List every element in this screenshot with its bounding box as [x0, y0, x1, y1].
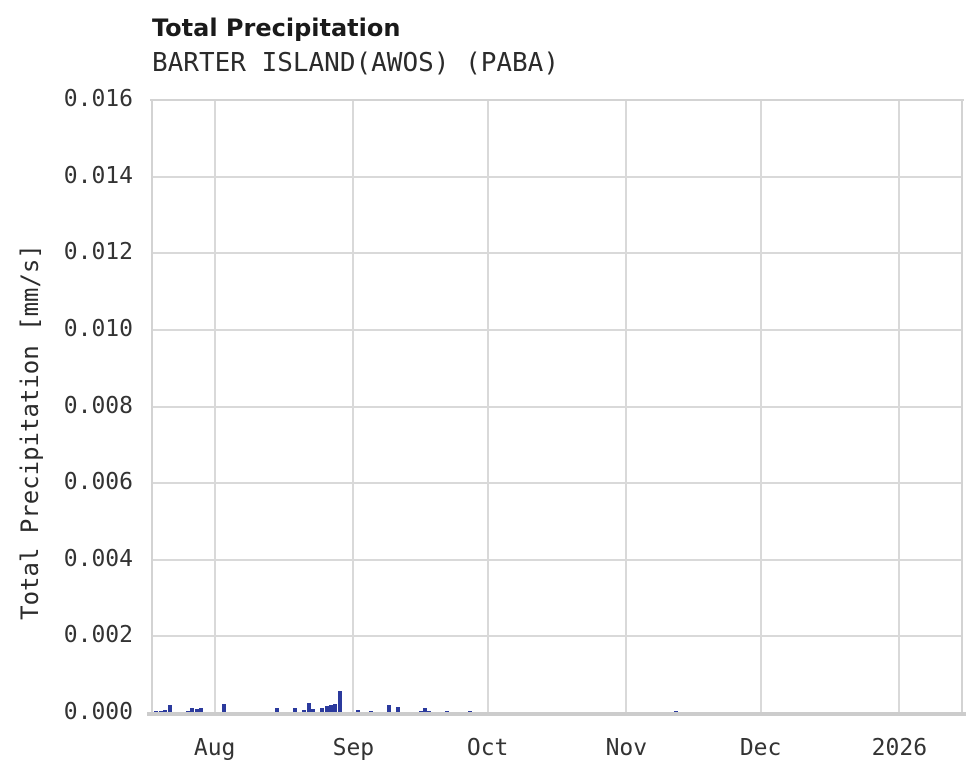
x-tick-label: Oct: [466, 735, 509, 761]
y-tick-label: 0.000: [63, 699, 133, 725]
precipitation-bar: [275, 708, 280, 713]
y-tick-label: 0.006: [63, 469, 133, 496]
x-tick-label: Dec: [739, 735, 782, 761]
y-tick-label: 0.002: [63, 622, 133, 649]
h-gridline: [152, 558, 962, 561]
y-tick-label: 0.010: [63, 315, 133, 342]
precipitation-bar: [311, 709, 316, 713]
h-gridline: [152, 405, 962, 408]
precipitation-bar: [293, 708, 298, 713]
precipitation-bar: [329, 704, 333, 713]
v-gridline: [213, 100, 216, 713]
precipitation-bar: [387, 704, 392, 713]
precipitation-bar: [190, 708, 195, 713]
plot-spine-bottom x-axis-line: [147, 712, 966, 716]
precipitation-bar: [396, 706, 401, 713]
h-gridline: [152, 328, 962, 331]
x-tick-label: Sep: [332, 735, 375, 761]
y-axis-tick-labels: 0.000 0.002 0.004 0.006 0.008 0.010 0.012 0.014…: [0, 0, 133, 780]
plot-spine-top: [150, 99, 964, 101]
precipitation-bar: [194, 709, 199, 713]
chart-title: Total Precipitation: [152, 14, 401, 42]
precipitation-bar: [355, 709, 360, 713]
h-gridline: [152, 482, 962, 485]
h-gridline: [152, 175, 962, 178]
h-gridline: [152, 252, 962, 255]
precipitation-bar: [163, 709, 168, 713]
v-gridline: [625, 100, 628, 713]
y-tick-label: 0.008: [63, 392, 133, 419]
v-gridline: [898, 100, 901, 713]
y-tick-label: 0.004: [63, 545, 133, 572]
h-gridline: [152, 635, 962, 638]
v-gridline: [352, 100, 355, 713]
precipitation-bar: [333, 703, 338, 713]
x-tick-label: 2026: [871, 735, 928, 761]
plot-area: [152, 99, 962, 713]
precipitation-bar: [320, 708, 325, 713]
y-tick-label: 0.012: [63, 239, 133, 266]
v-gridline: [759, 100, 762, 713]
precipitation-bar: [306, 703, 311, 713]
v-gridline: [486, 100, 489, 713]
chart-subtitle: BARTER ISLAND(AWOS) (PABA): [152, 48, 559, 78]
precipitation-bar: [302, 709, 307, 713]
x-tick-label: Aug: [193, 735, 236, 761]
precipitation-bar: [324, 706, 329, 713]
precipitation-bar: [221, 703, 226, 713]
y-tick-label: 0.014: [63, 162, 133, 189]
precipitation-bar: [167, 704, 172, 713]
precipitation-bar: [422, 708, 427, 713]
precipitation-bar: [337, 691, 342, 713]
plot-spine-left: [151, 99, 153, 714]
y-tick-label: 0.016: [63, 86, 133, 112]
plot-spine-right: [961, 99, 963, 714]
precipitation-bar: [199, 708, 204, 713]
x-tick-label: Nov: [605, 735, 648, 761]
